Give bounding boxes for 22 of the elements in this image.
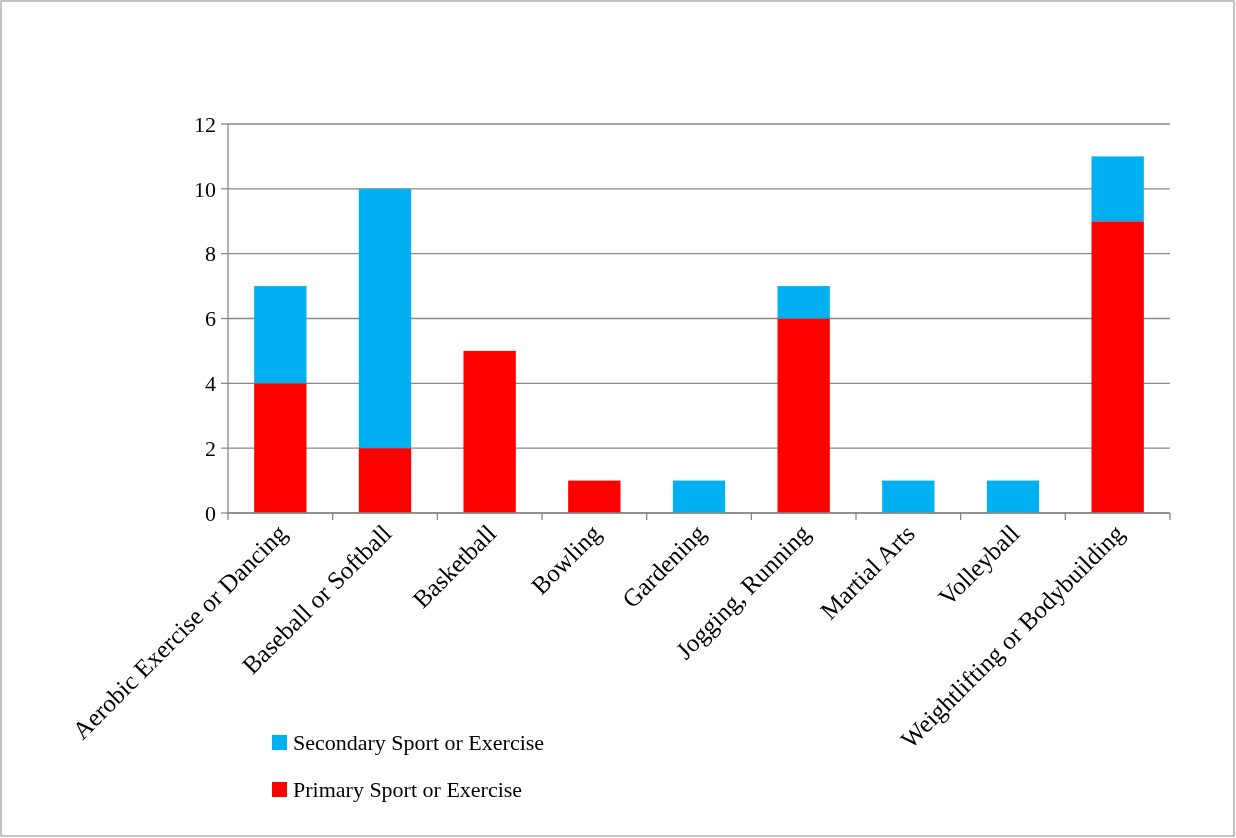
bar [672,480,726,513]
y-tick-label: 8 [205,241,216,267]
bar [358,188,412,449]
bar [254,286,307,384]
y-tick-label: 4 [205,371,216,397]
y-tick-label: 6 [205,306,216,332]
bar [1091,221,1144,513]
bar [254,383,307,513]
bar [568,480,621,513]
y-tick-label: 12 [194,111,216,137]
bar [358,448,412,513]
legend-label: Secondary Sport or Exercise [293,730,545,755]
bar [1091,156,1144,222]
legend-label: Primary Sport or Exercise [293,777,523,802]
y-tick-label: 0 [205,500,216,526]
bar [986,480,1040,513]
bar [463,350,516,513]
y-tick-label: 2 [205,435,216,461]
y-tick-label: 10 [194,176,216,202]
bar [777,286,830,319]
bar [882,480,935,513]
bar [777,318,830,513]
